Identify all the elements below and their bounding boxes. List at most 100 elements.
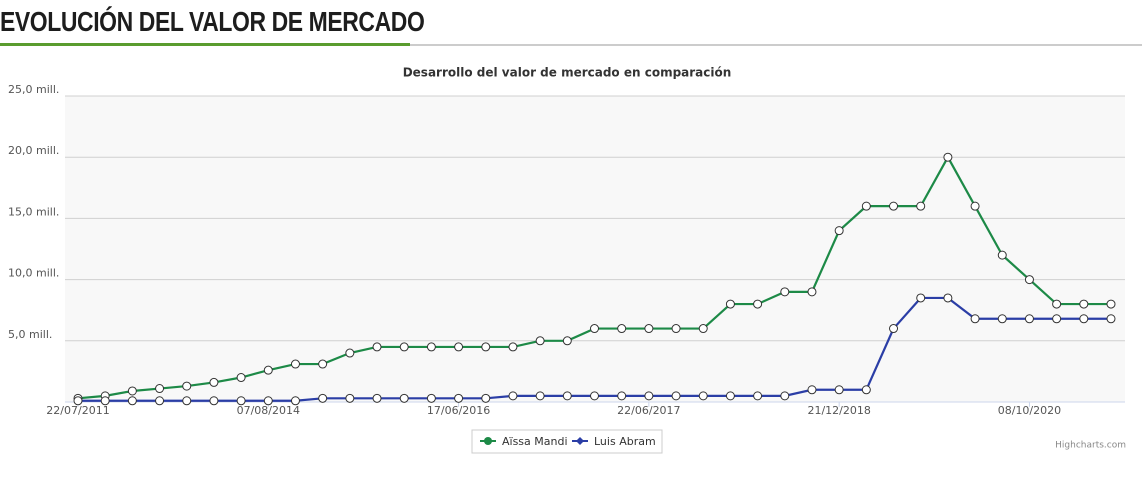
- data-point: [753, 391, 763, 401]
- data-point: [236, 373, 246, 383]
- x-tick-label: 08/10/2020: [998, 404, 1061, 417]
- y-tick-label: 15,0 mill.: [8, 205, 59, 218]
- data-point: [861, 201, 871, 211]
- data-point: [562, 391, 572, 401]
- y-tick-label: 20,0 mill.: [8, 144, 59, 157]
- data-point: [155, 384, 165, 394]
- data-point: [263, 365, 273, 375]
- x-tick-label: 22/06/2017: [617, 404, 680, 417]
- chart-title: Desarrollo del valor de mercado en compa…: [403, 66, 732, 80]
- data-point: [943, 152, 953, 162]
- data-point: [345, 348, 355, 358]
- data-point: [127, 386, 137, 396]
- data-point: [562, 336, 572, 346]
- data-point: [182, 396, 192, 406]
- data-point: [725, 391, 735, 401]
- data-point: [590, 324, 599, 334]
- data-point: [372, 342, 382, 352]
- data-point: [481, 393, 491, 403]
- data-point: [1079, 314, 1089, 324]
- data-point: [997, 250, 1007, 260]
- data-point: [807, 385, 817, 395]
- data-point: [318, 393, 328, 403]
- y-tick-label: 5,0 mill.: [8, 328, 52, 341]
- header-title: EVOLUCIÓN DEL VALOR DE MERCADO: [0, 6, 425, 37]
- data-point: [617, 391, 627, 401]
- header: EVOLUCIÓN DEL VALOR DE MERCADO: [0, 0, 1142, 46]
- legend-marker: [576, 437, 584, 445]
- data-point: [426, 342, 436, 352]
- data-point: [426, 393, 436, 403]
- legend: [471, 429, 663, 454]
- data-point: [970, 314, 980, 324]
- data-point: [481, 342, 491, 352]
- data-point: [698, 324, 708, 334]
- data-point: [644, 324, 654, 334]
- data-point: [454, 342, 464, 352]
- credits: Highcharts.com: [1055, 441, 1126, 451]
- data-point: [617, 324, 627, 334]
- data-point: [399, 342, 409, 352]
- header-underline: [0, 43, 410, 46]
- data-point: [1079, 299, 1089, 309]
- data-point: [508, 342, 518, 352]
- data-point: [155, 396, 165, 406]
- data-point: [399, 393, 409, 403]
- data-point: [209, 377, 219, 387]
- data-point: [780, 287, 790, 297]
- data-point: [182, 381, 192, 391]
- data-point: [698, 391, 708, 401]
- legend-marker: [484, 437, 492, 445]
- data-point: [671, 391, 681, 401]
- data-point: [970, 201, 980, 211]
- data-point: [345, 393, 355, 403]
- data-point: [834, 226, 844, 236]
- legend-label: Luis Abram: [594, 435, 656, 448]
- data-point: [535, 391, 545, 401]
- data-point: [127, 396, 137, 406]
- data-point: [372, 393, 382, 403]
- data-point: [535, 336, 545, 346]
- data-point: [290, 359, 300, 369]
- data-point: [916, 293, 926, 303]
- data-point: [834, 385, 844, 395]
- y-tick-label: 10,0 mill.: [8, 267, 59, 280]
- x-tick-label: 17/06/2016: [427, 404, 490, 417]
- data-point: [889, 201, 899, 211]
- data-point: [318, 359, 328, 369]
- data-point: [1024, 314, 1034, 324]
- data-point: [590, 391, 599, 401]
- data-point: [780, 391, 790, 401]
- data-point: [1106, 299, 1116, 309]
- x-tick-label: 07/08/2014: [237, 404, 300, 417]
- x-tick-label: 22/07/2011: [46, 404, 109, 417]
- data-point: [508, 391, 518, 401]
- data-point: [454, 393, 464, 403]
- y-tick-label: 25,0 mill.: [8, 83, 59, 96]
- data-point: [263, 396, 273, 406]
- data-point: [807, 287, 817, 297]
- data-point: [209, 396, 219, 406]
- data-point: [1052, 299, 1062, 309]
- data-point: [753, 299, 763, 309]
- data-point: [100, 396, 110, 406]
- data-point: [889, 324, 899, 334]
- data-point: [73, 396, 83, 406]
- plot-background: [65, 96, 1125, 402]
- data-point: [1024, 275, 1034, 285]
- data-point: [916, 201, 926, 211]
- legend-label: Aïssa Mandi: [502, 435, 568, 448]
- data-point: [236, 396, 246, 406]
- data-point: [861, 385, 871, 395]
- data-point: [644, 391, 654, 401]
- data-point: [943, 293, 953, 303]
- data-point: [1052, 314, 1062, 324]
- data-point: [671, 324, 681, 334]
- data-point: [725, 299, 735, 309]
- x-tick-label: 21/12/2018: [807, 404, 870, 417]
- data-point: [290, 396, 300, 406]
- data-point: [997, 314, 1007, 324]
- data-point: [1106, 314, 1116, 324]
